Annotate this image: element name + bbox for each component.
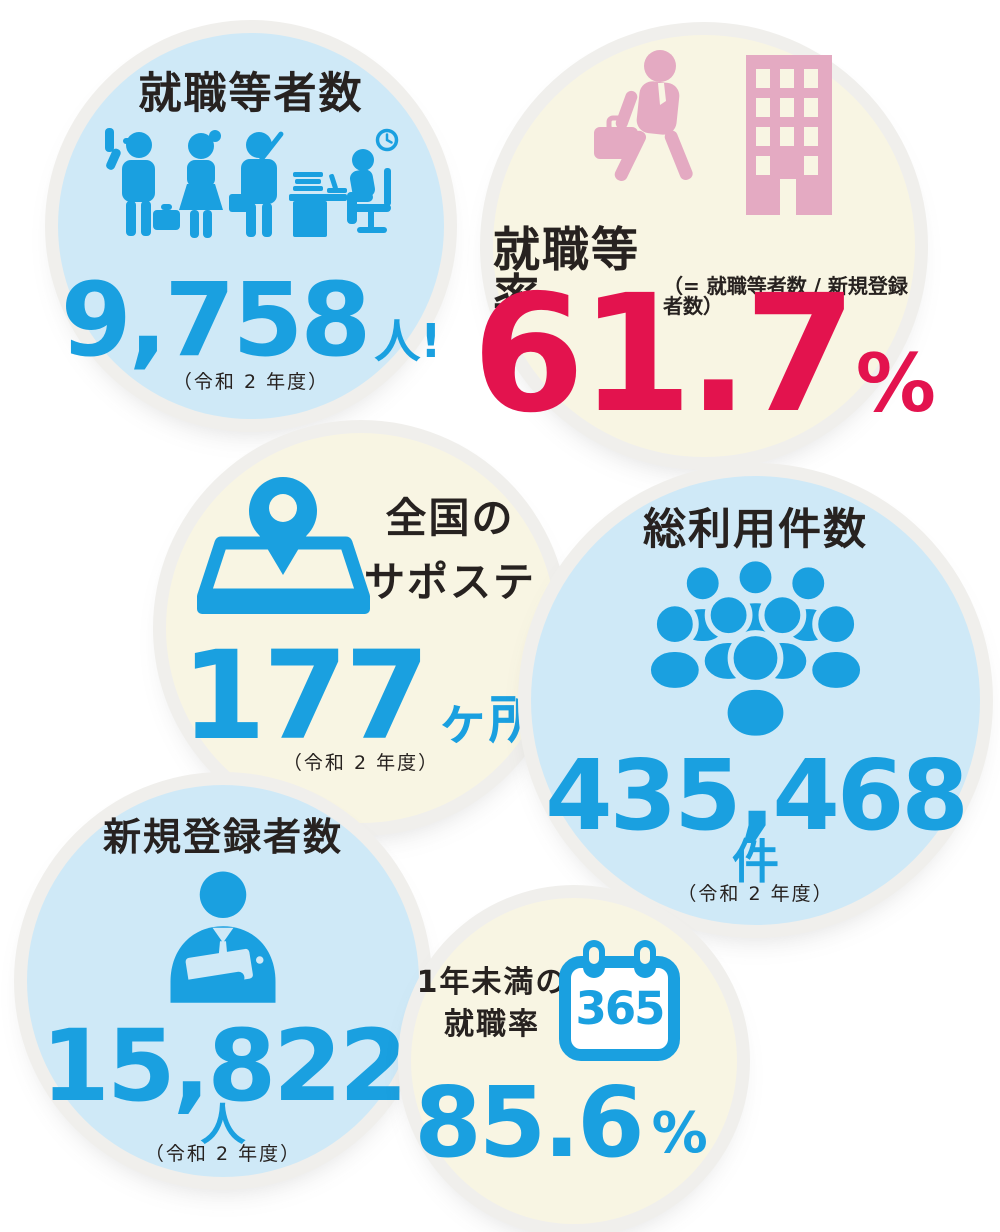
employment-rate-value-row: 61.7 % xyxy=(472,274,936,436)
employed-unit: 人! xyxy=(374,314,442,368)
employment-rate-value: 61.7 xyxy=(472,261,857,449)
map-pin-icon xyxy=(181,463,386,631)
locations-title: 全国の サポステ xyxy=(356,487,544,614)
locations-value: 177 xyxy=(181,625,430,767)
locations-title-line1: 全国の xyxy=(385,494,515,542)
employment-rate-unit: % xyxy=(855,337,936,430)
total-usage-unit: 件 xyxy=(732,835,779,890)
employment-rate-title: 就職等率 xyxy=(493,223,640,325)
total-usage-period-note: （令和 2 年度） xyxy=(677,883,834,905)
new-registrants-value: 15,822 xyxy=(40,1009,408,1124)
new-registrants-value-row: 15,822 xyxy=(27,1017,419,1116)
total-usage-value-row: 435,468 xyxy=(531,747,980,844)
employed-value-row: 9,758 人! xyxy=(58,270,444,372)
stat-bubble-total-usage: 総利用件数 435,468 件 （令和 2 年度） xyxy=(531,476,980,925)
within-year-title-line1: 1年未満の xyxy=(416,965,568,1000)
new-registrants-unit: 人 xyxy=(200,1098,246,1151)
within-year-value: 85.6 xyxy=(414,1066,644,1179)
new-registrants-title: 新規登録者数 xyxy=(102,815,343,859)
locations-period-note: （令和 2 年度） xyxy=(282,752,440,774)
locations-value-row: 177 ヶ所 xyxy=(166,635,556,757)
workers-group-icon xyxy=(101,128,401,266)
within-year-title-line2: 就職率 xyxy=(444,1007,540,1042)
employment-rate-title-row: 就職等率 （= 就職等者数 / 新規登録者数） xyxy=(493,227,915,321)
new-registrants-period-note: （令和 2 年度） xyxy=(144,1143,302,1165)
employment-rate-formula: （= 就職等者数 / 新規登録者数） xyxy=(662,274,908,318)
stat-bubble-locations: 全国の サポステ 177 ヶ所 （令和 2 年度） xyxy=(166,433,556,823)
employed-period-note: （令和 2 年度） xyxy=(172,371,330,393)
within-year-value-row: 85.6 % xyxy=(411,1074,737,1171)
calendar-365-icon: 365 xyxy=(557,938,682,1063)
within-year-title: 1年未満の 就職率 xyxy=(413,962,571,1046)
employed-title: 就職等者数 xyxy=(138,69,364,119)
stat-bubble-employment-rate: 就職等率 （= 就職等者数 / 新規登録者数） 61.7 % xyxy=(472,35,936,457)
crowd-icon xyxy=(638,556,873,748)
walking-worker-building-icon xyxy=(568,45,840,223)
locations-unit: ヶ所 xyxy=(436,691,541,751)
employed-value: 9,758 xyxy=(60,261,372,380)
calendar-365-label: 365 xyxy=(575,982,666,1035)
locations-title-line2: サポステ xyxy=(364,557,536,606)
total-usage-value: 435,468 xyxy=(545,739,969,852)
stat-bubble-within-year-rate: 1年未満の 就職率 365 85.6 % xyxy=(411,898,737,1224)
stat-bubble-employed: 就職等者数 xyxy=(58,33,444,419)
within-year-unit: % xyxy=(651,1101,708,1166)
total-usage-title: 総利用件数 xyxy=(643,505,868,555)
registrant-tablet-icon xyxy=(148,857,298,1015)
stat-bubble-new-registrants: 新規登録者数 15,822 人 （令和 2 年度） xyxy=(27,785,419,1177)
